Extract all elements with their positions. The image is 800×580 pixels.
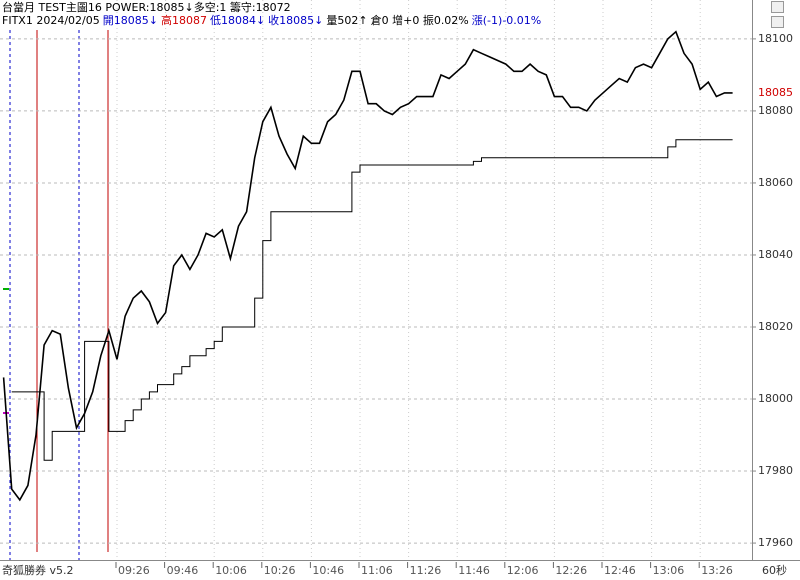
x-tick-label: 11:46 — [458, 564, 490, 577]
x-tick-label: 11:26 — [410, 564, 442, 577]
y-tick-label: 17960 — [758, 536, 793, 549]
y-tick-label: 18060 — [758, 176, 793, 189]
x-tick-label: 12:06 — [507, 564, 539, 577]
quote-field: 低18084↓ — [209, 14, 266, 27]
y-tick-label: 18020 — [758, 320, 793, 333]
x-tick-label: 13:06 — [653, 564, 685, 577]
quote-field: 倉0 增+0 振0.02% — [370, 14, 469, 27]
x-tick-label: 13:26 — [701, 564, 733, 577]
x-tick-label: 12:26 — [555, 564, 587, 577]
header-line: 台當月 TEST主圖16 POWER:18085↓多空:1 籌守:18072 — [2, 1, 291, 14]
x-tick-label: 12:46 — [604, 564, 636, 577]
x-tick-label: 10:26 — [264, 564, 296, 577]
x-tick-label: 09:46 — [167, 564, 199, 577]
stop-line — [11, 139, 733, 461]
x-tick-label: 10:46 — [312, 564, 344, 577]
quote-field: 量502↑ — [326, 14, 368, 27]
price-line — [2, 30, 733, 502]
quote-field: 漲(-1)-0.01% — [471, 14, 542, 27]
quote-field: FITX1 2024/02/05 — [2, 14, 100, 27]
last-price-label: 18085 — [758, 86, 793, 99]
quote-field: 開18085↓ — [102, 14, 158, 27]
x-tick-label: 09:26 — [118, 564, 150, 577]
quote-field: 收18085↓ — [268, 14, 324, 27]
header-line: FITX1 2024/02/05 開18085↓ 高18087 低18084↓ 收180… — [2, 14, 544, 27]
quote-field: 高18087 — [160, 14, 207, 27]
window-button[interactable] — [771, 1, 784, 13]
y-tick-label: 18040 — [758, 248, 793, 261]
y-tick-label: 18080 — [758, 104, 793, 117]
y-tick-label: 18100 — [758, 32, 793, 45]
y-tick-label: 17980 — [758, 464, 793, 477]
x-axis-unit: 60秒 — [762, 563, 787, 577]
brand: 奇狐勝券 v5.2 — [2, 563, 74, 577]
y-tick-label: 18000 — [758, 392, 793, 405]
window-button[interactable] — [771, 16, 784, 28]
x-tick-label: 10:06 — [215, 564, 247, 577]
x-tick-label: 11:06 — [361, 564, 393, 577]
